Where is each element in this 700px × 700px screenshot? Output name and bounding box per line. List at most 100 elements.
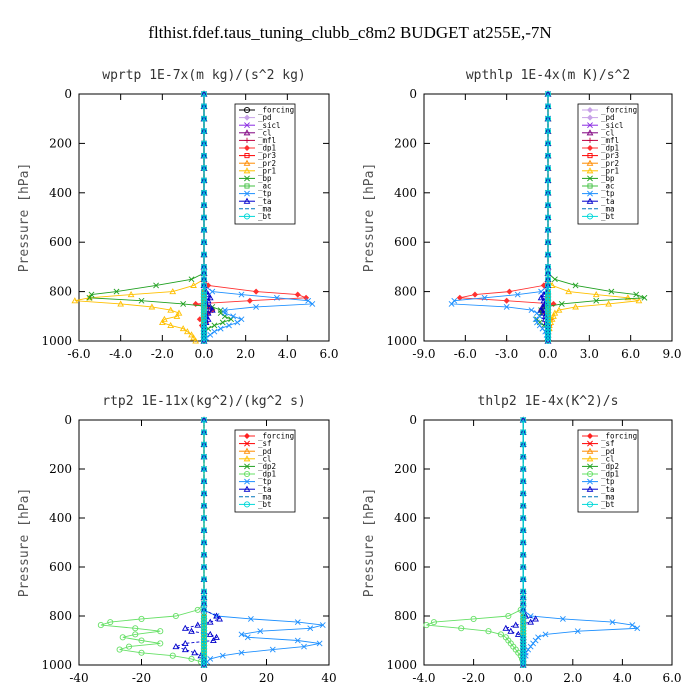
x-tick-label: 0.0 (514, 671, 533, 685)
legend-label: _forcing (601, 432, 637, 441)
data-point (544, 307, 552, 314)
data-point (200, 649, 208, 656)
data-point (544, 300, 552, 308)
x-tick-label: 6.0 (662, 671, 681, 685)
data-point (200, 251, 208, 258)
data-point (200, 300, 208, 308)
data-point (544, 316, 552, 323)
data-point (200, 628, 208, 635)
legend-marker (244, 190, 250, 197)
data-point (520, 652, 527, 659)
y-tick-label: 200 (49, 462, 72, 476)
x-tick-label: 2.0 (563, 671, 582, 685)
data-point (183, 328, 191, 335)
legend-marker (244, 478, 250, 485)
legend-marker (587, 122, 593, 129)
data-point (200, 328, 208, 335)
legend-marker (586, 501, 594, 508)
data-point (238, 649, 245, 656)
x-tick-label: -40 (69, 671, 88, 685)
data-point (507, 627, 515, 634)
legend-marker (587, 440, 593, 447)
legend-marker (244, 137, 250, 143)
legend-label: _sf (601, 439, 615, 448)
data-point (217, 310, 224, 317)
data-point (200, 263, 208, 270)
data-point (167, 321, 175, 328)
y-tick-label: 1000 (386, 658, 417, 672)
y-axis-label: Pressure [hPa] (17, 488, 32, 598)
data-point (544, 337, 552, 345)
legend-label: _dp1 (258, 470, 276, 479)
data-point (609, 619, 616, 626)
legend-marker (243, 129, 251, 136)
data-point (503, 297, 510, 304)
data-point (544, 115, 552, 122)
data-point (520, 502, 527, 509)
legend-label: _pd (601, 447, 615, 456)
data-point (520, 615, 527, 622)
legend-marker (586, 432, 594, 440)
data-point (544, 337, 552, 344)
legend-label: _ac (258, 182, 272, 191)
data-point (138, 637, 145, 644)
data-point (520, 453, 527, 460)
data-point (253, 288, 260, 295)
data-point (200, 551, 208, 558)
data-point (132, 631, 139, 638)
data-point (188, 655, 195, 662)
legend-marker (243, 197, 251, 204)
data-point (544, 313, 552, 320)
y-tick-label: 600 (394, 560, 417, 574)
data-point (641, 294, 648, 301)
x-tick-label: -20 (132, 671, 151, 685)
series-bt (544, 90, 552, 345)
data-point (238, 316, 245, 323)
data-point (200, 612, 208, 620)
legend-marker (586, 455, 594, 462)
series-pr1 (71, 90, 208, 344)
data-point (197, 652, 205, 659)
legend-label: _sf (258, 439, 272, 448)
data-point (200, 502, 208, 509)
data-point (269, 646, 276, 653)
legend-label: _forcing (258, 106, 294, 115)
data-point (138, 297, 145, 304)
legend-label: _dp2 (601, 462, 619, 471)
y-tick-label: 0 (409, 87, 417, 101)
x-tick-label: -6.0 (67, 347, 90, 361)
data-point (551, 309, 559, 316)
data-point (542, 631, 549, 638)
legend-marker (243, 432, 251, 440)
data-point (211, 328, 218, 335)
data-point (200, 429, 208, 436)
data-point (544, 319, 552, 326)
data-point (503, 303, 510, 310)
series-line (100, 420, 205, 666)
data-point (565, 288, 573, 295)
legend-label: _pr1 (601, 166, 619, 175)
data-point (200, 652, 208, 659)
legend-marker (243, 213, 251, 220)
legend-box (234, 103, 296, 225)
data-point (138, 615, 145, 622)
series-bp (86, 91, 235, 344)
legend-label: _mfl (258, 136, 276, 145)
legend-marker (586, 197, 594, 204)
x-tick-label: 40 (321, 671, 336, 685)
x-tick-label: 4.0 (278, 347, 297, 361)
legend-marker (587, 183, 593, 189)
data-point (519, 661, 527, 668)
data-point (119, 634, 126, 641)
data-point (217, 325, 224, 332)
data-point (238, 631, 245, 638)
data-point (520, 612, 527, 620)
data-point (200, 539, 208, 546)
figure-title: flthist.fdef.taus_tuning_clubb_c8m2 BUDG… (148, 23, 551, 42)
data-point (200, 637, 208, 644)
series-tp (448, 91, 551, 344)
data-point (200, 316, 208, 323)
data-point (107, 619, 114, 626)
data-point (153, 282, 160, 289)
